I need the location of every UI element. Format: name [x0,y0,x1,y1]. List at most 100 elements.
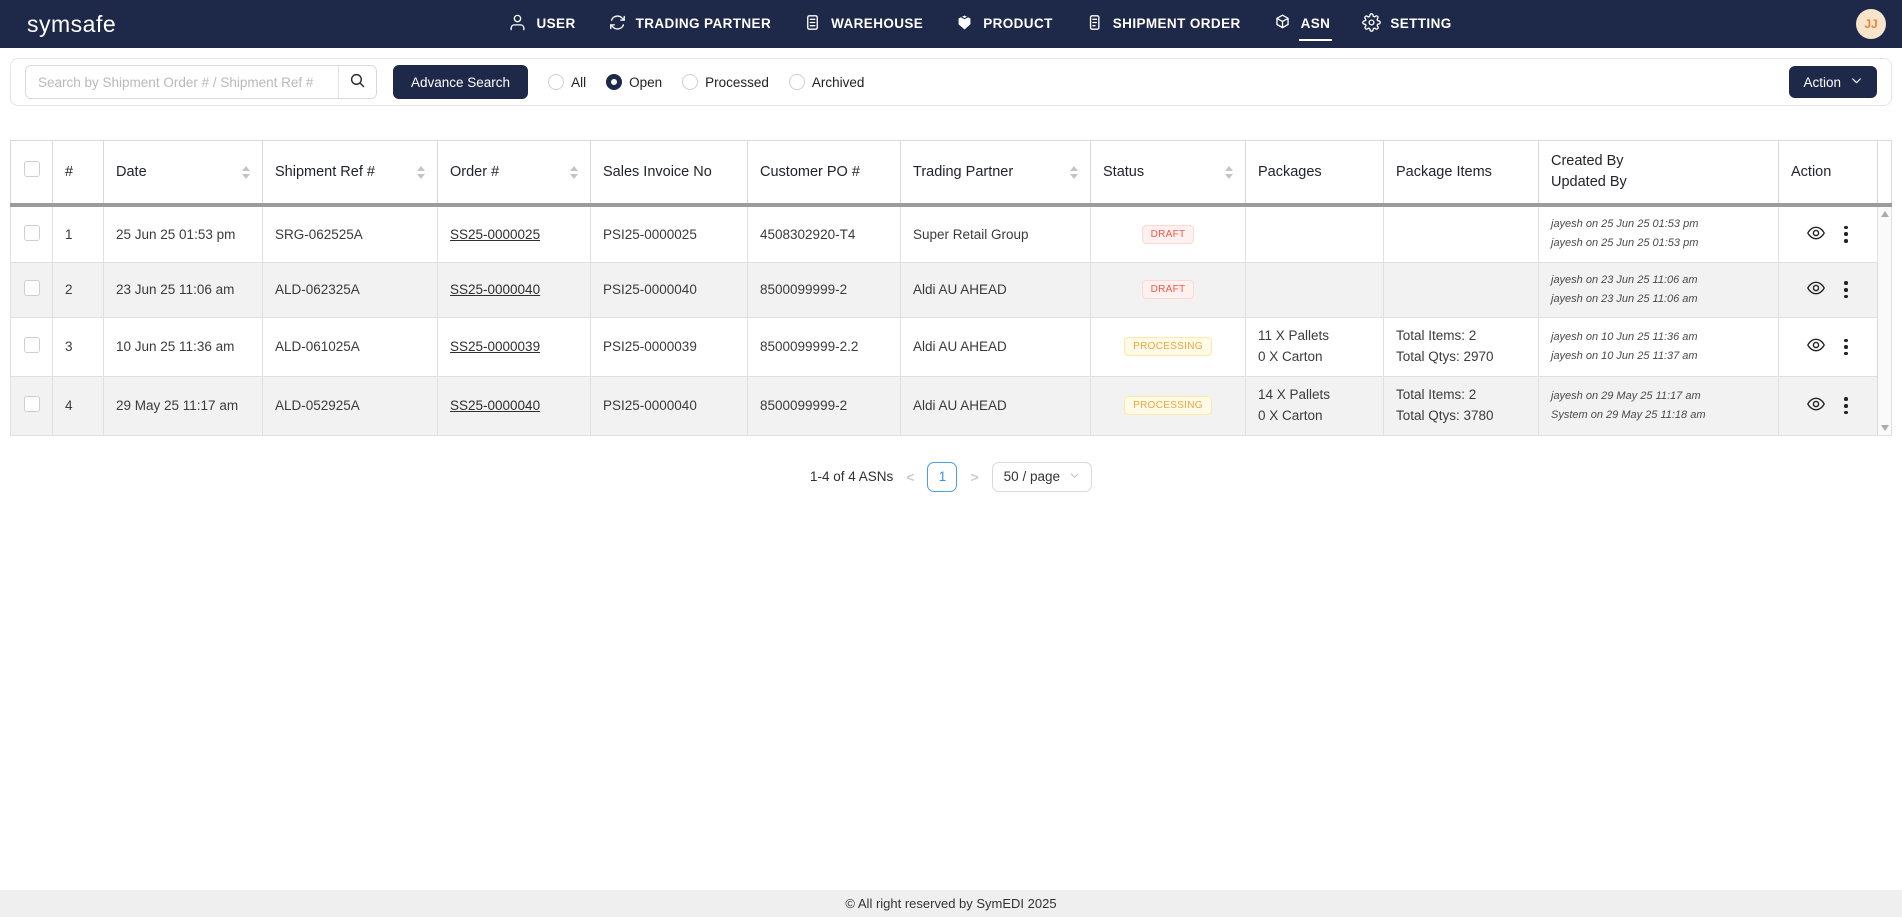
nav-item-setting[interactable]: SETTING [1362,12,1451,37]
table-row: 3 10 Jun 25 11:36 am ALD-061025A SS25-00… [10,317,1892,377]
status-badge: DRAFT [1141,280,1195,300]
brand-logo[interactable]: symsafe [27,10,117,37]
copyright-text: © All right reserved by SymEDI 2025 [845,896,1057,911]
radio-circle-checked [606,74,623,90]
asn-table: # Date Shipment Ref # Order # Sales Invo… [10,140,1892,436]
view-eye-icon[interactable] [1806,223,1826,246]
table-scrollbar[interactable] [1878,207,1891,435]
nav-item-shipment-order[interactable]: SHIPMENT ORDER [1085,12,1241,37]
radio-label: Processed [705,74,769,90]
column-header-sales-invoice: Sales Invoice No [590,140,748,208]
nav-item-warehouse[interactable]: WAREHOUSE [803,12,923,37]
nav-item-label: WAREHOUSE [831,15,924,31]
pagination-summary: 1-4 of 4 ASNs [810,469,894,485]
warehouse-icon [803,13,822,35]
sort-icon [242,165,250,179]
asn-cube-icon [1273,13,1292,35]
updated-by-text: System on 29 May 25 11:18 am [1551,408,1706,421]
status-badge: PROCESSING [1124,337,1212,357]
table-row: 1 25 Jun 25 01:53 pm SRG-062525A SS25-00… [10,204,1892,436]
order-link[interactable]: SS25-0000040 [450,398,541,414]
sort-icon [417,165,425,179]
nav-item-label: PRODUCT [983,15,1053,31]
radio-processed[interactable]: Processed [682,74,769,90]
nav-item-product[interactable]: PRODUCT [955,12,1053,37]
kebab-menu-icon[interactable] [1842,337,1850,358]
action-dropdown-button[interactable]: Action [1789,66,1877,98]
radio-all[interactable]: All [548,74,586,90]
chevron-down-icon [1850,74,1863,90]
search-input[interactable] [26,66,338,98]
order-link[interactable]: SS25-0000025 [450,226,541,242]
pagination: 1-4 of 4 ASNs < 1 > 50 / page [0,461,1902,492]
radio-archived[interactable]: Archived [788,74,864,90]
chevron-down-icon [1069,469,1080,484]
shipment-order-icon [1085,13,1104,35]
radio-circle [682,74,699,90]
created-by-text: jayesh on 25 Jun 25 01:53 pm [1551,218,1699,231]
nav-item-label: USER [536,15,576,31]
filter-bar: Advance Search All Open Processed Archiv… [10,58,1892,106]
radio-label: Open [629,74,663,90]
sort-icon [1225,165,1233,179]
search-icon [349,72,366,92]
created-by-text: jayesh on 29 May 25 11:17 am [1551,389,1701,402]
top-navbar: symsafe USER TRADING PARTNER WAREHOUSE P… [0,0,1902,48]
view-eye-icon[interactable] [1806,335,1826,358]
view-eye-icon[interactable] [1806,278,1826,301]
updated-by-text: jayesh on 23 Jun 25 11:06 am [1551,292,1698,305]
radio-circle [788,74,805,90]
row-checkbox[interactable] [23,224,40,241]
nav-item-label: ASN [1298,12,1333,41]
table-row: 2 23 Jun 25 11:06 am ALD-062325A SS25-00… [10,261,1892,319]
sort-icon [1070,165,1078,179]
action-button-label: Action [1803,74,1841,90]
updated-by-text: jayesh on 25 Jun 25 01:53 pm [1551,237,1699,250]
page-size-select[interactable]: 50 / page [991,461,1092,492]
kebab-menu-icon[interactable] [1842,279,1850,300]
radio-circle [548,74,565,90]
page-1-button[interactable]: 1 [927,461,958,492]
footer: © All right reserved by SymEDI 2025 [0,890,1902,917]
order-link[interactable]: SS25-0000040 [450,282,541,298]
page-size-value: 50 / page [1003,469,1060,485]
column-header-trading-partner[interactable]: Trading Partner [900,140,1091,208]
nav-item-label: SETTING [1390,15,1452,31]
prev-page-button[interactable]: < [906,468,915,485]
created-by-text: jayesh on 23 Jun 25 11:06 am [1551,273,1698,286]
nav-item-label: TRADING PARTNER [635,15,772,31]
status-filter-radios: All Open Processed Archived [548,74,864,90]
nav-item-trading-partner[interactable]: TRADING PARTNER [608,12,772,37]
kebab-menu-icon[interactable] [1842,395,1850,416]
sort-icon [570,165,578,179]
nav-item-asn[interactable]: ASN [1273,12,1333,41]
avatar[interactable]: JJ [1856,9,1886,39]
table-row: 4 29 May 25 11:17 am ALD-052925A SS25-00… [10,375,1892,436]
table-header-row: # Date Shipment Ref # Order # Sales Invo… [10,140,1892,208]
view-eye-icon[interactable] [1806,394,1826,417]
row-checkbox[interactable] [23,280,40,297]
row-checkbox[interactable] [23,337,40,354]
column-header-date[interactable]: Date [103,140,263,208]
select-all-checkbox[interactable] [23,160,40,177]
next-page-button[interactable]: > [970,468,979,485]
radio-open[interactable]: Open [606,74,662,90]
kebab-menu-icon[interactable] [1842,224,1850,245]
scroll-down-arrow[interactable] [1880,424,1889,431]
row-checkbox[interactable] [23,396,40,413]
column-header-num: # [52,140,104,208]
status-badge: PROCESSING [1124,396,1212,416]
nav-item-label: SHIPMENT ORDER [1112,15,1241,31]
search-button[interactable] [338,66,376,98]
scroll-up-arrow[interactable] [1880,211,1889,218]
radio-label: All [571,74,587,90]
column-header-created-updated: Created By Updated By [1538,140,1779,208]
column-header-order[interactable]: Order # [437,140,591,208]
order-link[interactable]: SS25-0000039 [450,339,541,355]
column-header-shipment-ref[interactable]: Shipment Ref # [262,140,438,208]
scrollbar-gutter [1877,140,1892,208]
nav-item-user[interactable]: USER [508,12,575,37]
advance-search-button[interactable]: Advance Search [393,65,529,99]
gear-icon [1362,13,1382,35]
column-header-status[interactable]: Status [1090,140,1246,208]
